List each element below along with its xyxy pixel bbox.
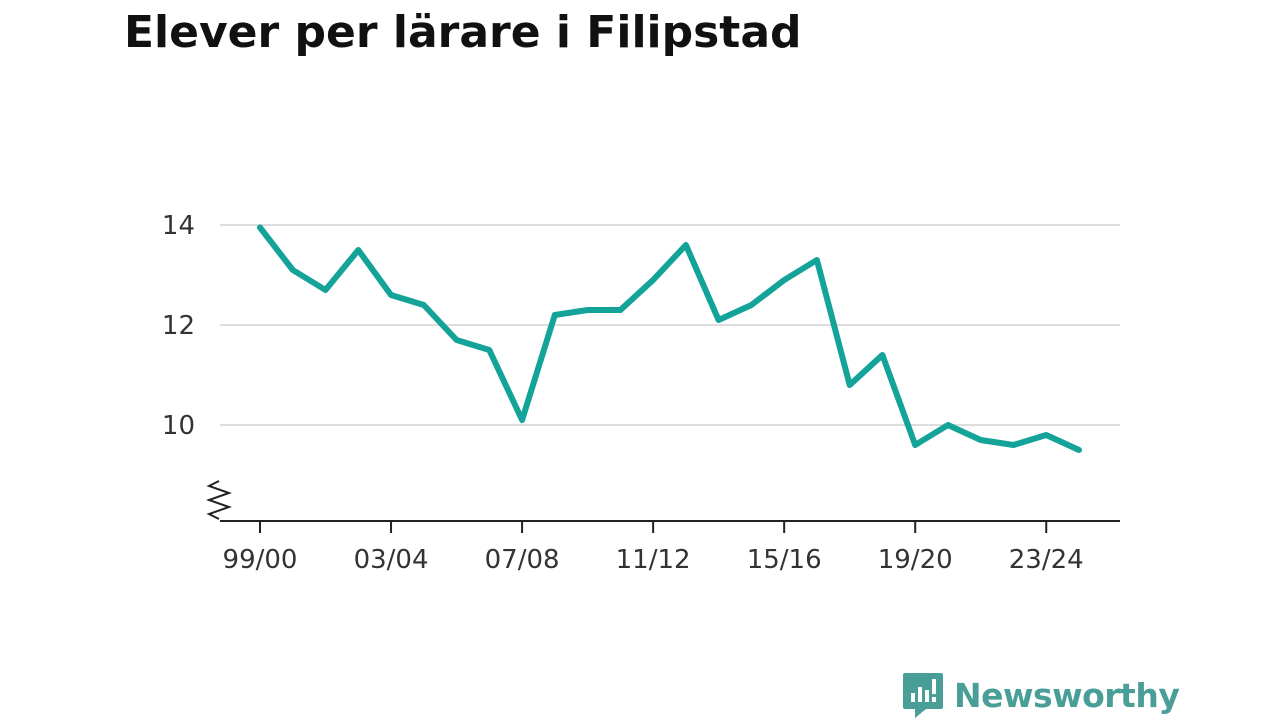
axis-break-icon [205, 480, 233, 520]
x-tick-label: 23/24 [1009, 545, 1084, 575]
brand-name: Newsworthy [954, 675, 1180, 715]
x-tick-label: 99/00 [223, 545, 298, 575]
x-tick-label: 11/12 [616, 545, 691, 575]
grid-lines [220, 224, 1120, 426]
y-tick-label-10: 10 [162, 411, 195, 441]
y-tick-label-14: 14 [162, 211, 195, 241]
series-line-0 [257, 224, 1082, 453]
newsworthy-logo-icon [903, 673, 943, 718]
x-axis [205, 480, 1120, 533]
series-layer [257, 224, 1082, 453]
x-tick-label: 19/20 [878, 545, 953, 575]
brand-logo: Newsworthy [902, 670, 1180, 720]
x-tick-label: 07/08 [485, 545, 560, 575]
y-tick-label-12: 12 [162, 311, 195, 341]
y-axis-labels: 10 12 14 [162, 211, 195, 441]
chart-title: Elever per lärare i Filipstad [124, 7, 802, 58]
x-tick-label: 15/16 [747, 545, 822, 575]
x-axis-labels: 99/00 03/04 07/08 11/12 15/16 19/20 23/24 [223, 545, 1084, 575]
x-tick-label: 03/04 [354, 545, 429, 575]
